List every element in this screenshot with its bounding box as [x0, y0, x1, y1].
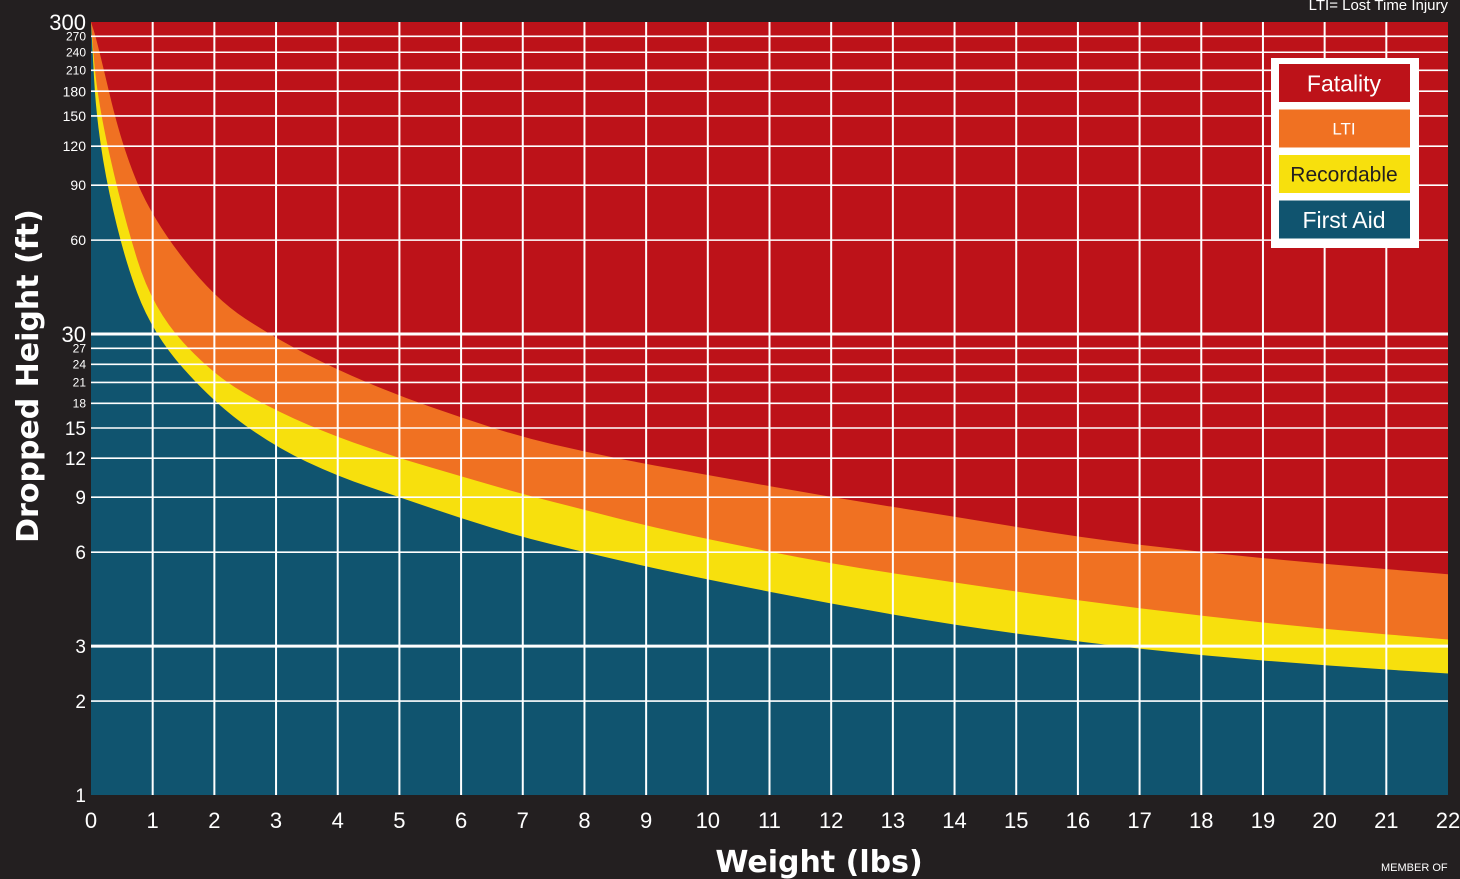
y-tick-label: 9	[75, 488, 86, 509]
legend-label: First Aid	[1302, 207, 1385, 233]
x-axis-label: Weight (lbs)	[715, 845, 922, 879]
x-tick-label: 16	[1066, 808, 1090, 833]
y-tick-label: 90	[70, 177, 86, 193]
y-tick-label: 150	[63, 108, 87, 124]
y-tick-label: 210	[66, 64, 86, 78]
y-tick-label: 60	[70, 232, 86, 248]
legend-label: Fatality	[1307, 70, 1382, 96]
x-tick-label: 22	[1436, 808, 1460, 833]
x-axis-ticks: 0 1 2 3 4 5 6 7 8 9 10 11 12 13 14 15 16 17 18 19 20 21 22	[85, 808, 1460, 833]
x-tick-label: 11	[758, 808, 781, 833]
x-tick-label: 10	[696, 808, 720, 833]
x-tick-label: 19	[1251, 808, 1275, 833]
y-tick-label: 3	[75, 637, 86, 658]
x-tick-label: 9	[640, 808, 652, 833]
lti-definition-note: LTI= Lost Time Injury	[1308, 0, 1448, 14]
x-tick-label: 8	[578, 808, 590, 833]
x-tick-label: 18	[1189, 808, 1213, 833]
x-tick-label: 7	[517, 808, 529, 833]
x-tick-label: 0	[85, 808, 97, 833]
y-tick-label: 120	[63, 138, 87, 154]
y-tick-label: 27	[73, 342, 87, 356]
y-axis-ticks: 3002702402101801501209060302724211815129…	[49, 10, 86, 807]
x-tick-label: 20	[1312, 808, 1336, 833]
y-tick-label: 21	[73, 376, 87, 390]
y-tick-label: 240	[66, 46, 86, 60]
y-tick-label: 300	[49, 10, 86, 35]
x-tick-label: 6	[455, 808, 467, 833]
y-tick-label: 15	[65, 419, 86, 440]
x-tick-label: 3	[270, 808, 282, 833]
x-tick-label: 21	[1374, 808, 1398, 833]
y-tick-label: 270	[66, 30, 86, 44]
x-tick-label: 15	[1004, 808, 1028, 833]
y-tick-label: 2	[75, 692, 86, 713]
x-tick-label: 2	[208, 808, 220, 833]
legend-swatch	[1279, 155, 1410, 193]
legend-label: Recordable	[1290, 164, 1397, 187]
y-tick-label: 1	[75, 786, 86, 807]
region-first-aid	[91, 22, 1448, 795]
y-tick-label: 24	[73, 358, 87, 372]
y-tick-label: 12	[65, 449, 86, 470]
x-tick-label: 14	[942, 808, 966, 833]
legend-label: LTI	[1332, 120, 1355, 139]
y-tick-label: 180	[63, 83, 87, 99]
y-tick-label: 18	[73, 397, 87, 411]
legend-swatch	[1279, 200, 1410, 239]
y-tick-label: 6	[75, 543, 86, 564]
legend-swatch	[1279, 109, 1410, 148]
legend: Fatality LTI Recordable First Aid	[1271, 58, 1419, 248]
x-tick-label: 5	[393, 808, 405, 833]
x-tick-label: 1	[147, 808, 159, 833]
member-of-footer: MEMBER OF	[1381, 862, 1448, 874]
y-axis-label: Dropped Height (ft)	[11, 209, 46, 543]
x-tick-label: 4	[332, 808, 344, 833]
y-tick-label: 30	[62, 322, 86, 347]
legend-swatch	[1279, 64, 1410, 102]
x-tick-label: 13	[881, 808, 905, 833]
x-tick-label: 12	[819, 808, 843, 833]
x-tick-label: 17	[1127, 808, 1151, 833]
